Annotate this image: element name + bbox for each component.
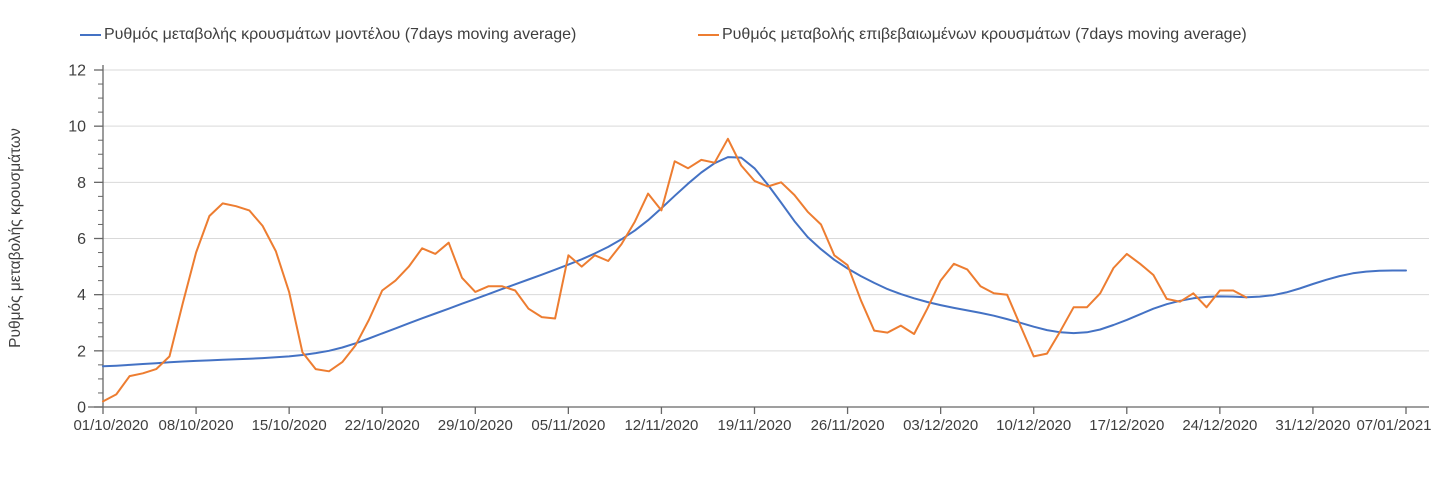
x-tick-label: 17/12/2020 xyxy=(1089,417,1164,434)
x-tick-label: 31/12/2020 xyxy=(1275,417,1350,434)
legend-label-confirmed: Ρυθμός μεταβολής επιβεβαιωμένων κρουσμάτ… xyxy=(722,26,1247,43)
x-tick-label: 22/10/2020 xyxy=(345,417,420,434)
legend: Ρυθμός μεταβολής κρουσμάτων μοντέλου (7d… xyxy=(0,24,1451,46)
x-tick-label: 29/10/2020 xyxy=(438,417,513,434)
x-tick-label: 07/01/2021 xyxy=(1356,417,1431,434)
y-tick-label: 0 xyxy=(77,400,86,417)
x-tick-label: 10/12/2020 xyxy=(996,417,1071,434)
x-tick-label: 12/11/2020 xyxy=(624,417,698,434)
x-tick-label: 03/12/2020 xyxy=(903,417,978,434)
legend-item-model[interactable]: Ρυθμός μεταβολής κρουσμάτων μοντέλου (7d… xyxy=(80,24,576,46)
x-tick-label: 15/10/2020 xyxy=(252,417,327,434)
data-series xyxy=(102,137,1407,403)
x-tick-label: 05/11/2020 xyxy=(531,417,605,434)
y-tick-label: 12 xyxy=(68,63,86,80)
y-tick-label: 6 xyxy=(77,231,86,248)
legend-item-confirmed[interactable]: Ρυθμός μεταβολής επιβεβαιωμένων κρουσμάτ… xyxy=(698,24,1247,46)
y-tick-label: 10 xyxy=(68,119,86,136)
axis-tick-labels: 0 2 4 6 8 10 12 01/10/2020 08/10/2020 15/10/2020 2… xyxy=(68,63,1431,435)
gridlines xyxy=(103,69,1429,352)
x-tick-label: 01/10/2020 xyxy=(73,417,148,434)
y-tick-label: 2 xyxy=(77,343,86,360)
model-series-line xyxy=(102,156,1407,368)
x-tick-label: 08/10/2020 xyxy=(159,417,234,434)
model-line-swatch-icon xyxy=(80,34,101,36)
x-tick-label: 26/11/2020 xyxy=(811,417,885,434)
confirmed-series-line xyxy=(102,137,1248,403)
axis-ticks xyxy=(94,69,1407,414)
y-axis-title: Ρυθμός μεταβολής κρουσμάτων xyxy=(7,128,24,348)
x-tick-label: 19/11/2020 xyxy=(718,417,792,434)
legend-label-model: Ρυθμός μεταβολής κρουσμάτων μοντέλου (7d… xyxy=(104,26,577,43)
confirmed-line-swatch-icon xyxy=(698,34,719,36)
x-tick-label: 24/12/2020 xyxy=(1182,417,1257,434)
y-tick-label: 4 xyxy=(77,287,86,304)
y-tick-label: 8 xyxy=(77,175,86,192)
axes xyxy=(88,65,1429,408)
